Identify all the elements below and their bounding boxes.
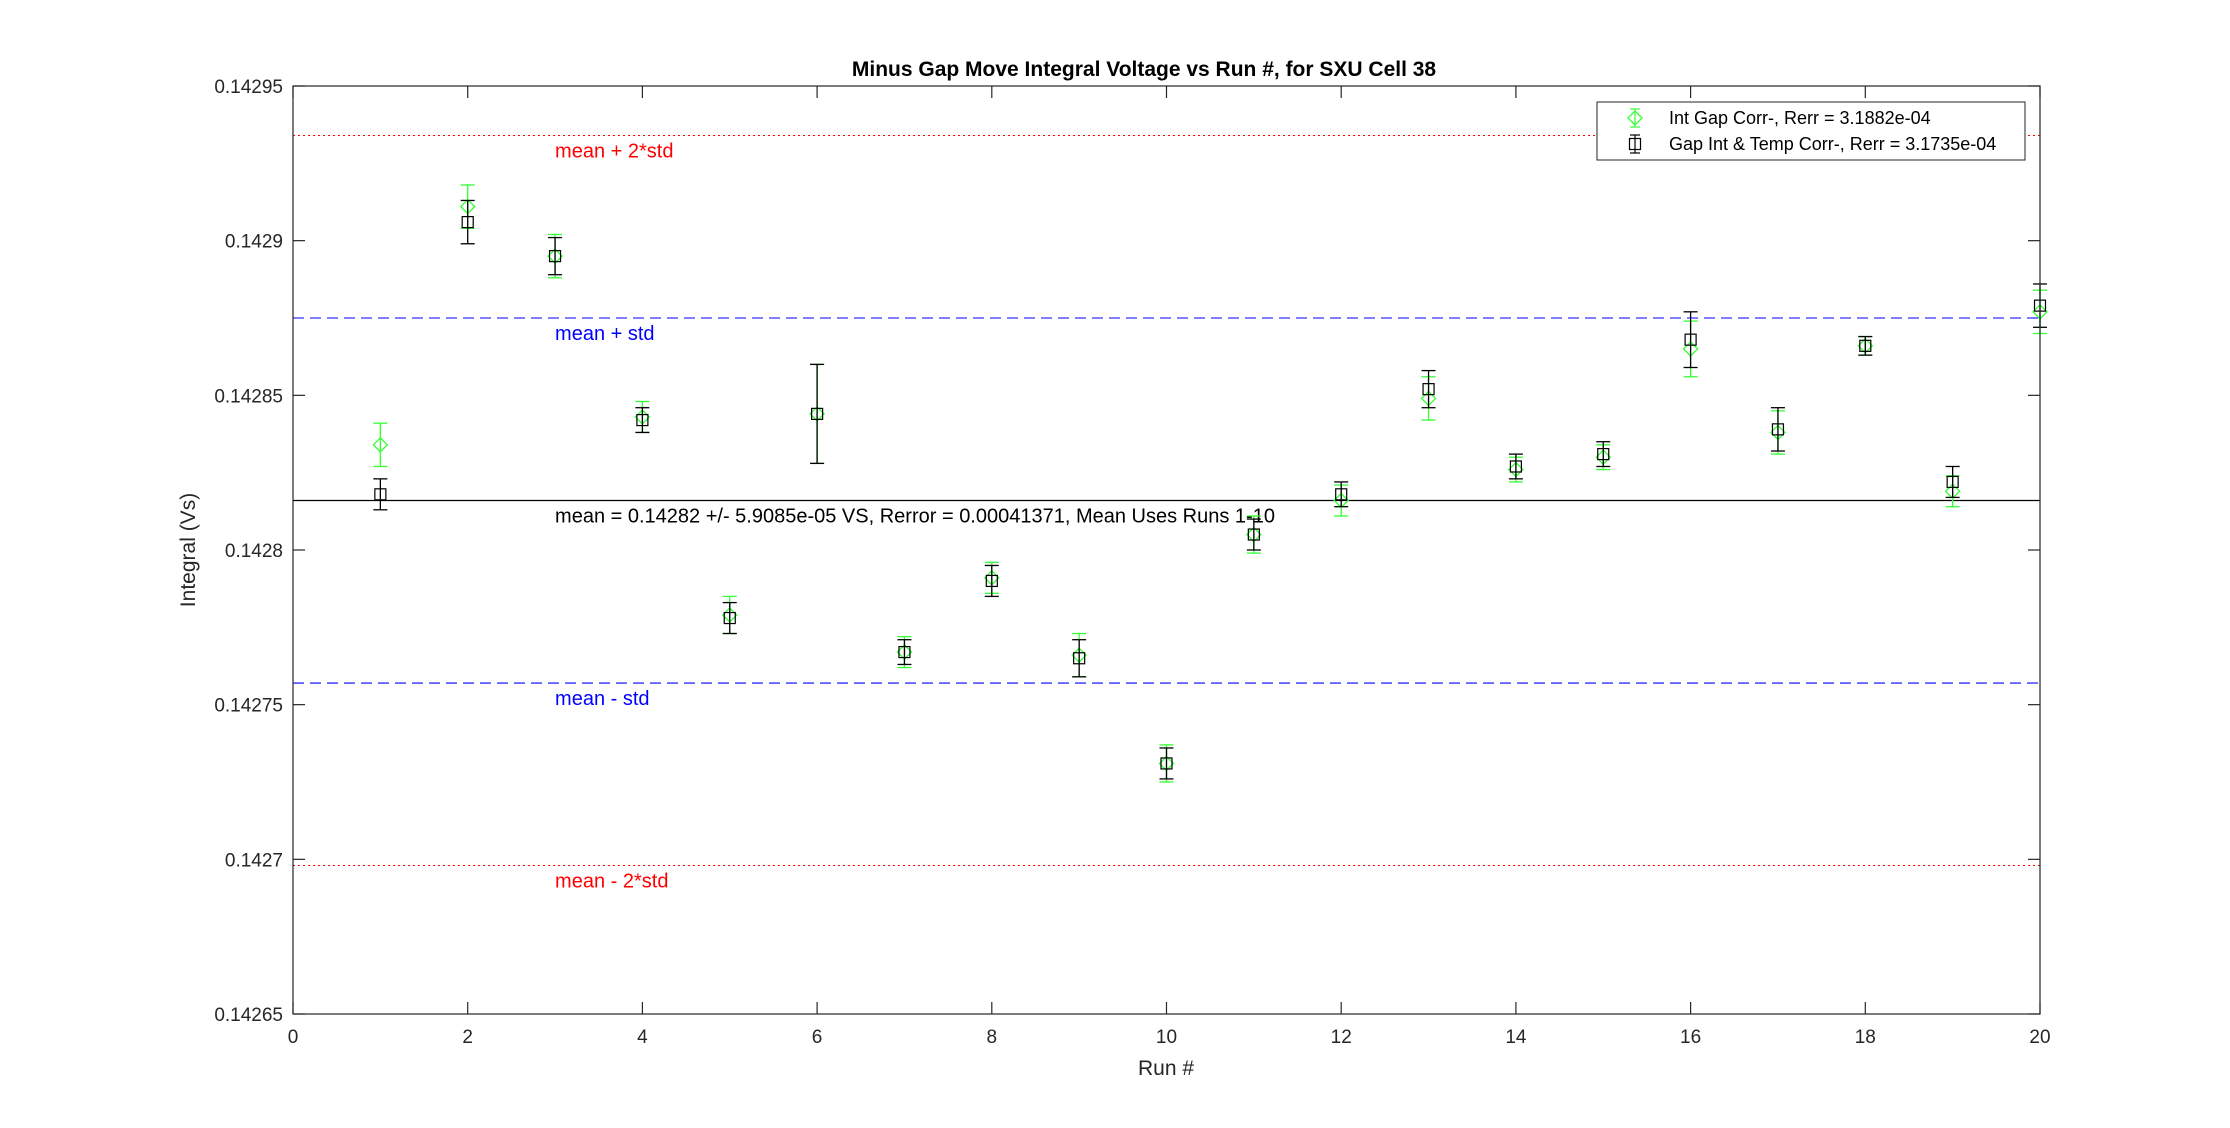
legend-box xyxy=(1596,101,2026,161)
y-axis: 0.14265 0.1427 0.14275 0.1428 0.14285 0.1429 0… xyxy=(214,77,2040,1026)
x-tick-label: 0 xyxy=(288,1027,299,1048)
data-point-square xyxy=(1628,137,1642,151)
data-point-diamond xyxy=(372,436,389,453)
data-point-diamond xyxy=(1627,110,1643,126)
x-tick-label: 6 xyxy=(812,1027,823,1048)
x-tick-label: 10 xyxy=(1156,1027,1177,1048)
y-tick-label: 0.1428 xyxy=(225,541,283,562)
reference-line-label: mean = 0.14282 +/- 5.9085e-05 VS, Rerror… xyxy=(555,506,1275,528)
data-point-square xyxy=(1509,460,1523,473)
series-layer xyxy=(372,184,2048,783)
chart-title: Minus Gap Move Integral Voltage vs Run #… xyxy=(852,58,1437,81)
data-point-square xyxy=(1247,528,1260,541)
data-point-square xyxy=(1073,652,1086,665)
data-point-square xyxy=(548,250,562,263)
y-tick-label: 0.14275 xyxy=(214,696,283,717)
data-point-square xyxy=(1597,448,1610,461)
x-tick-label: 4 xyxy=(637,1027,648,1048)
x-tick-label: 18 xyxy=(1855,1027,1876,1048)
data-point-square xyxy=(636,413,649,427)
reference-line-label: mean - 2*std xyxy=(555,871,668,893)
data-point-square xyxy=(985,574,998,588)
series-1 xyxy=(373,199,2047,780)
x-axis: 0 2 4 6 8 10 12 14 16 18 20 xyxy=(288,86,2051,1048)
y-tick-label: 0.14295 xyxy=(214,77,283,98)
legend-entry-label: Gap Int & Temp Corr-, Rerr = 3.1735e-04 xyxy=(1669,134,1996,154)
y-tick-label: 0.1427 xyxy=(225,850,283,871)
data-point-square xyxy=(374,488,387,501)
y-axis-label: Integral (Vs) xyxy=(177,493,200,607)
data-point-square xyxy=(723,611,736,625)
data-point-square xyxy=(810,407,824,420)
reference-line-label: mean - std xyxy=(555,688,649,710)
data-point-square xyxy=(1771,423,1785,436)
data-point-diamond xyxy=(1333,492,1350,509)
y-tick-label: 0.14265 xyxy=(214,1005,283,1026)
data-point-square xyxy=(1684,333,1697,346)
y-tick-label: 0.1429 xyxy=(225,232,283,253)
x-tick-label: 14 xyxy=(1505,1027,1527,1048)
data-point-square xyxy=(461,216,474,229)
data-point-square xyxy=(1160,757,1173,770)
data-point-square xyxy=(1422,383,1435,396)
legend-entry-label: Int Gap Corr-, Rerr = 3.1882e-04 xyxy=(1669,108,1931,128)
data-point-diamond xyxy=(1944,483,1961,500)
data-point-square xyxy=(1946,475,1959,489)
x-tick-label: 16 xyxy=(1680,1027,1701,1048)
legend: Int Gap Corr-, Rerr = 3.1882e-04 Gap Int … xyxy=(1596,101,2026,161)
reference-lines: mean + 2*std mean + std mean = 0.14282 +/-… xyxy=(293,134,2040,893)
data-point-square xyxy=(898,645,911,659)
reference-line-label: mean + 2*std xyxy=(555,140,673,162)
data-point-square xyxy=(1335,488,1348,501)
x-axis-label: Run # xyxy=(1138,1057,1194,1080)
x-tick-label: 20 xyxy=(2029,1027,2050,1048)
reference-line-label: mean + std xyxy=(555,323,655,345)
x-tick-label: 2 xyxy=(462,1027,473,1048)
x-tick-label: 8 xyxy=(987,1027,998,1048)
data-point-square xyxy=(1859,339,1872,352)
y-tick-label: 0.14285 xyxy=(214,386,283,407)
x-tick-label: 12 xyxy=(1331,1027,1352,1048)
